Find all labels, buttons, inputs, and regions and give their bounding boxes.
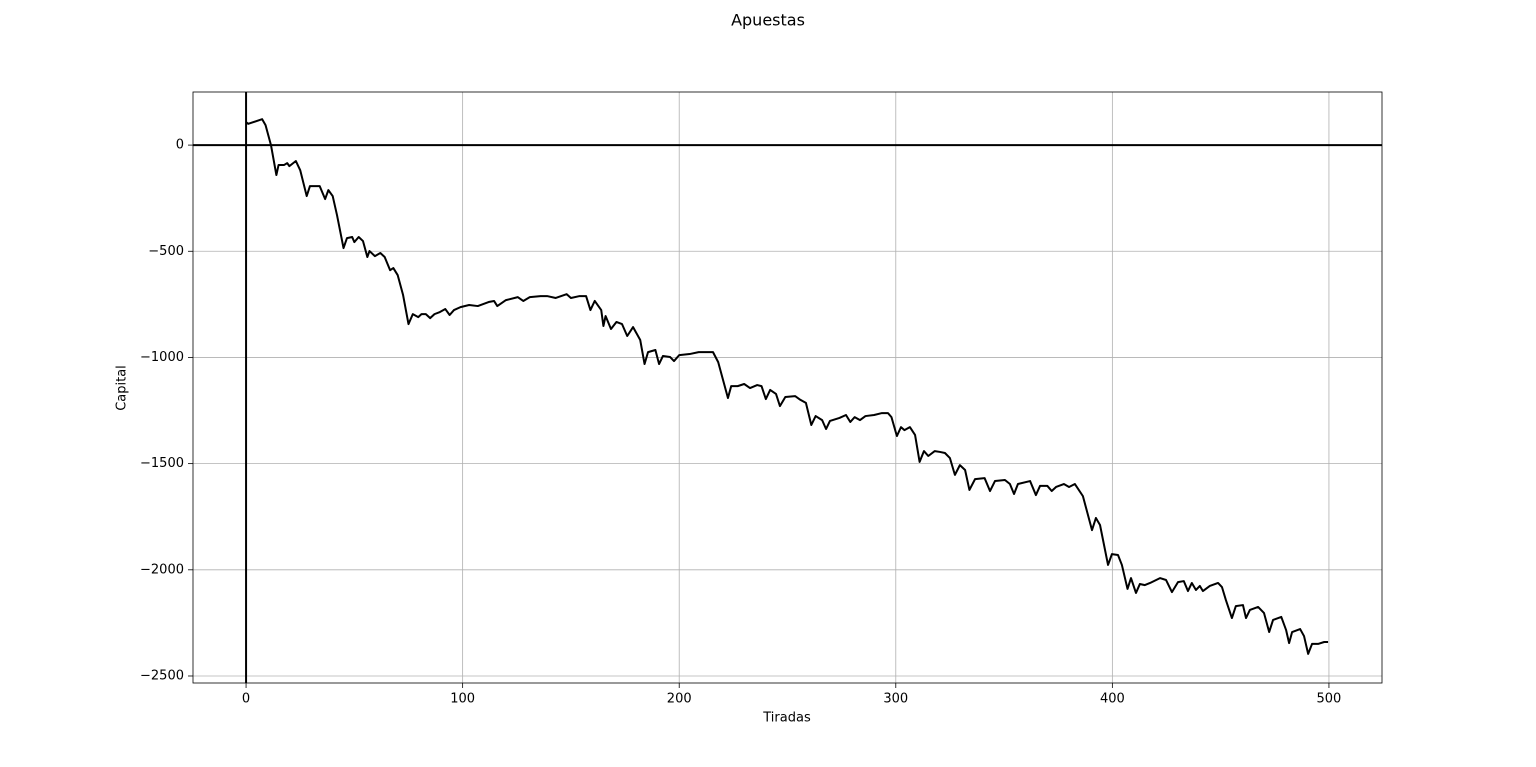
y-axis-label: Capital: [115, 365, 130, 411]
x-axis-label: Tiradas: [762, 711, 811, 726]
y-tick-label: −500: [148, 244, 184, 259]
axes-frame: [192, 91, 1383, 684]
y-tick-label: 0: [176, 138, 184, 153]
x-tick-label: 300: [883, 692, 908, 707]
x-tick-label: 200: [667, 692, 692, 707]
y-tick-label: −2000: [140, 562, 184, 577]
y-tick-label: −1000: [140, 350, 184, 365]
x-tick-label: 0: [242, 692, 250, 707]
chart-title: Apuestas: [731, 11, 805, 30]
x-tick-label: 400: [1100, 692, 1125, 707]
x-tick-label: 100: [450, 692, 475, 707]
y-tick-label: −2500: [140, 668, 184, 683]
data-line: [245, 118, 1329, 655]
x-tick-label: 500: [1317, 692, 1342, 707]
y-tick-label: −1500: [140, 456, 184, 471]
